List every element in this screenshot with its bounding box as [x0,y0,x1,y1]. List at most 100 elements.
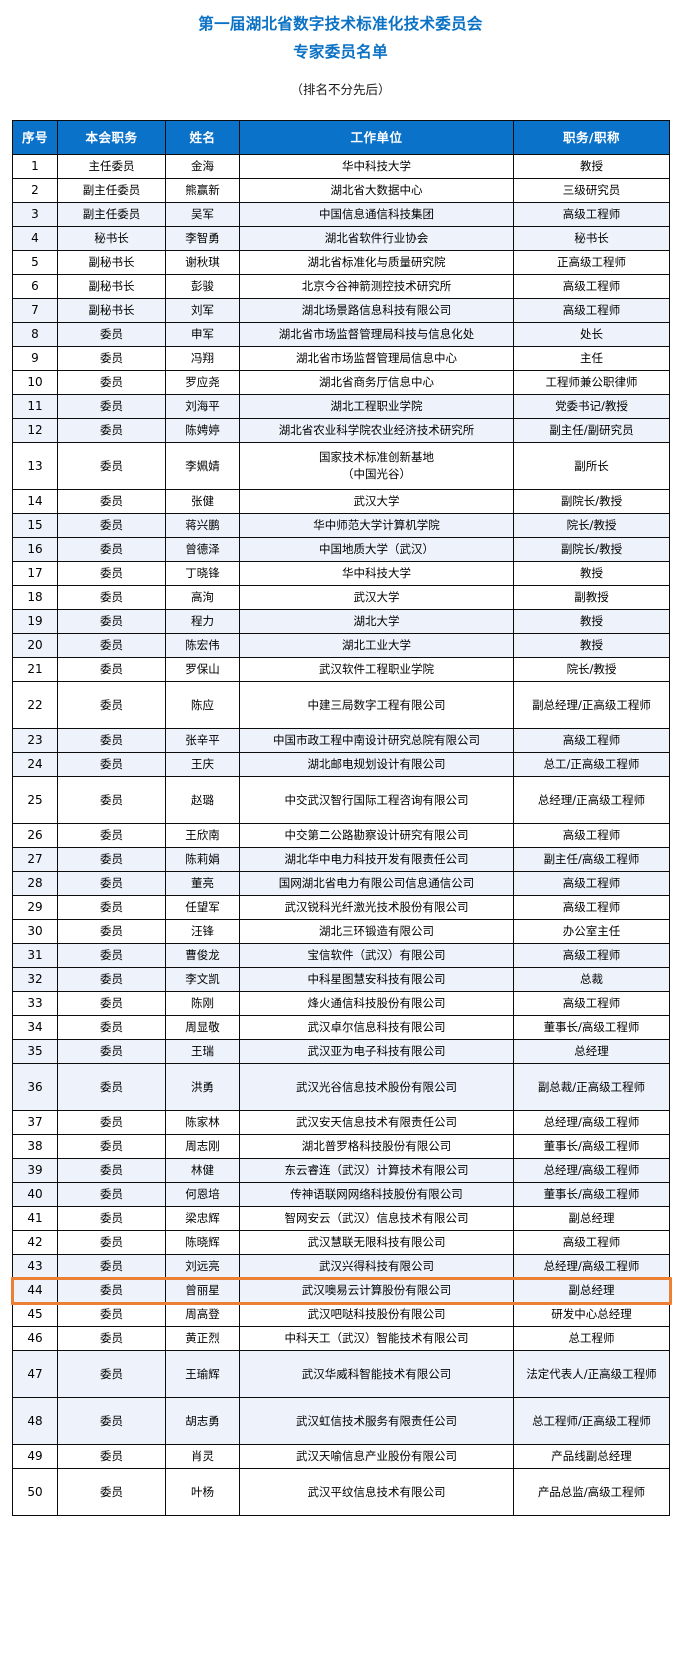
cell-name: 董亮 [165,871,240,896]
cell-org: 中科星图慧安科技有限公司 [239,967,514,992]
cell-no: 39 [12,1158,58,1183]
cell-no: 24 [12,752,58,777]
table-row[interactable]: 25 委员 赵璐 中交武汉智行国际工程咨询有限公司 总经理/正高级工程师 [12,776,670,824]
table-row[interactable]: 9 委员 冯翔 湖北省市场监督管理局信息中心 主任 [12,346,670,371]
cell-post: 委员 [57,1015,166,1040]
cell-org: 中国市政工程中南设计研究总院有限公司 [239,728,514,753]
cell-post: 委员 [57,1278,166,1303]
cell-name: 张辛平 [165,728,240,753]
table-row[interactable]: 28 委员 董亮 国网湖北省电力有限公司信息通信公司 高级工程师 [12,871,670,896]
cell-post: 委员 [57,847,166,872]
cell-title: 总工程师/正高级工程师 [513,1397,670,1445]
table-row[interactable]: 32 委员 李文凯 中科星图慧安科技有限公司 总裁 [12,967,670,992]
document-title-line-2: 专家委员名单 [293,43,388,61]
table-row[interactable]: 49 委员 肖灵 武汉天喻信息产业股份有限公司 产品线副总经理 [12,1444,670,1469]
table-row[interactable]: 43 委员 刘远亮 武汉兴得科技有限公司 总经理/高级工程师 [12,1254,670,1279]
cell-title: 教授 [513,633,670,658]
cell-title: 高级工程师 [513,1230,670,1255]
table-row[interactable]: 22 委员 陈应 中建三局数字工程有限公司 副总经理/正高级工程师 [12,681,670,729]
table-row[interactable]: 3 副主任委员 吴军 中国信息通信科技集团 高级工程师 [12,202,670,227]
cell-no: 47 [12,1350,58,1398]
table-row[interactable]: 6 副秘书长 彭骏 北京今谷神箭测控技术研究所 高级工程师 [12,274,670,299]
table-row[interactable]: 29 委员 任望军 武汉锐科光纤激光技术股份有限公司 高级工程师 [12,895,670,920]
cell-no: 46 [12,1326,58,1351]
document-title-line-1: 第一届湖北省数字技术标准化技术委员会 [198,15,483,33]
cell-no: 43 [12,1254,58,1279]
table-row[interactable]: 40 委员 何恩培 传神语联网网络科技股份有限公司 董事长/高级工程师 [12,1182,670,1207]
cell-post: 委员 [57,1444,166,1469]
table-row[interactable]: 31 委员 曹俊龙 宝信软件（武汉）有限公司 高级工程师 [12,943,670,968]
table-row[interactable]: 20 委员 陈宏伟 湖北工业大学 教授 [12,633,670,658]
table-row[interactable]: 42 委员 陈晓辉 武汉慧联无限科技有限公司 高级工程师 [12,1230,670,1255]
table-row[interactable]: 26 委员 王欣南 中交第二公路勘察设计研究有限公司 高级工程师 [12,823,670,848]
table-row[interactable]: 33 委员 陈刚 烽火通信科技股份有限公司 高级工程师 [12,991,670,1016]
table-row[interactable]: 12 委员 陈娉婷 湖北省农业科学院农业经济技术研究所 副主任/副研究员 [12,418,670,443]
table-row[interactable]: 30 委员 汪锋 湖北三环锻造有限公司 办公室主任 [12,919,670,944]
table-row[interactable]: 16 委员 曾德泽 中国地质大学（武汉） 副院长/教授 [12,537,670,562]
table-row[interactable]: 46 委员 黄正烈 中科天工（武汉）智能技术有限公司 总工程师 [12,1326,670,1351]
table-row[interactable]: 23 委员 张辛平 中国市政工程中南设计研究总院有限公司 高级工程师 [12,728,670,753]
document-header: 第一届湖北省数字技术标准化技术委员会 专家委员名单 [0,0,681,65]
table-row[interactable]: 19 委员 程力 湖北大学 教授 [12,609,670,634]
table-row[interactable]: 48 委员 胡志勇 武汉虹信技术服务有限责任公司 总工程师/正高级工程师 [12,1397,670,1445]
column-header-post: 本会职务 [57,120,166,155]
cell-post: 委员 [57,657,166,682]
cell-no: 11 [12,394,58,419]
cell-name: 陈宏伟 [165,633,240,658]
table-row[interactable]: 2 副主任委员 熊赢新 湖北省大数据中心 三级研究员 [12,178,670,203]
cell-name: 陈娉婷 [165,418,240,443]
cell-post: 委员 [57,681,166,729]
table-row[interactable]: 35 委员 王瑞 武汉亚为电子科技有限公司 总经理 [12,1039,670,1064]
cell-org: 东云睿连（武汉）计算技术有限公司 [239,1158,514,1183]
cell-post: 委员 [57,776,166,824]
table-row[interactable]: 37 委员 陈家林 武汉安天信息技术有限责任公司 总经理/高级工程师 [12,1110,670,1135]
table-row[interactable]: 17 委员 丁晓锋 华中科技大学 教授 [12,561,670,586]
cell-org: 中交第二公路勘察设计研究有限公司 [239,823,514,848]
table-row[interactable]: 1 主任委员 金海 华中科技大学 教授 [12,154,670,179]
cell-name: 刘海平 [165,394,240,419]
cell-name: 周显敬 [165,1015,240,1040]
table-row[interactable]: 39 委员 林健 东云睿连（武汉）计算技术有限公司 总经理/高级工程师 [12,1158,670,1183]
cell-post: 委员 [57,871,166,896]
cell-org: 中科天工（武汉）智能技术有限公司 [239,1326,514,1351]
table-row[interactable]: 34 委员 周显敬 武汉卓尔信息科技有限公司 董事长/高级工程师 [12,1015,670,1040]
cell-org: 湖北华中电力科技开发有限责任公司 [239,847,514,872]
cell-no: 22 [12,681,58,729]
cell-no: 36 [12,1063,58,1111]
table-row[interactable]: 47 委员 王瑜辉 武汉华威科智能技术有限公司 法定代表人/正高级工程师 [12,1350,670,1398]
cell-title: 办公室主任 [513,919,670,944]
cell-title: 高级工程师 [513,943,670,968]
cell-post: 委员 [57,895,166,920]
table-row[interactable]: 45 委员 周高登 武汉吧哒科技股份有限公司 研发中心总经理 [12,1302,670,1327]
table-row[interactable]: 5 副秘书长 谢秋琪 湖北省标准化与质量研究院 正高级工程师 [12,250,670,275]
table-row[interactable]: 13 委员 李姵婧 国家技术标准创新基地 （中国光谷） 副所长 [12,442,670,490]
table-row[interactable]: 21 委员 罗保山 武汉软件工程职业学院 院长/教授 [12,657,670,682]
cell-name: 曹俊龙 [165,943,240,968]
table-row[interactable]: 38 委员 周志刚 湖北普罗格科技股份有限公司 董事长/高级工程师 [12,1134,670,1159]
table-row[interactable]: 15 委员 蒋兴鹏 华中师范大学计算机学院 院长/教授 [12,513,670,538]
cell-name: 曾丽星 [165,1278,240,1303]
table-row[interactable]: 50 委员 叶杨 武汉平纹信息技术有限公司 产品总监/高级工程师 [12,1468,670,1516]
cell-no: 48 [12,1397,58,1445]
cell-name: 吴军 [165,202,240,227]
table-row[interactable]: 41 委员 梁忠辉 智网安云（武汉）信息技术有限公司 副总经理 [12,1206,670,1231]
table-row[interactable]: 4 秘书长 李智勇 湖北省软件行业协会 秘书长 [12,226,670,251]
table-row[interactable]: 14 委员 张健 武汉大学 副院长/教授 [12,489,670,514]
cell-name: 陈刚 [165,991,240,1016]
table-row[interactable]: 8 委员 申军 湖北省市场监督管理局科技与信息化处 处长 [12,322,670,347]
cell-name: 申军 [165,322,240,347]
table-row[interactable]: 7 副秘书长 刘军 湖北场景路信息科技有限公司 高级工程师 [12,298,670,323]
cell-no: 49 [12,1444,58,1469]
table-row[interactable]: 18 委员 高洵 武汉大学 副教授 [12,585,670,610]
table-row[interactable]: 10 委员 罗应尧 湖北省商务厅信息中心 工程师兼公职律师 [12,370,670,395]
table-row[interactable]: 44 委员 曾丽星 武汉噢易云计算股份有限公司 副总经理 [12,1278,670,1303]
table-row[interactable]: 27 委员 陈莉娟 湖北华中电力科技开发有限责任公司 副主任/高级工程师 [12,847,670,872]
table-row[interactable]: 24 委员 王庆 湖北邮电规划设计有限公司 总工/正高级工程师 [12,752,670,777]
cell-title: 高级工程师 [513,298,670,323]
cell-no: 16 [12,537,58,562]
cell-org: 武汉亚为电子科技有限公司 [239,1039,514,1064]
table-row[interactable]: 36 委员 洪勇 武汉光谷信息技术股份有限公司 副总裁/正高级工程师 [12,1063,670,1111]
table-row[interactable]: 11 委员 刘海平 湖北工程职业学院 党委书记/教授 [12,394,670,419]
cell-name: 丁晓锋 [165,561,240,586]
